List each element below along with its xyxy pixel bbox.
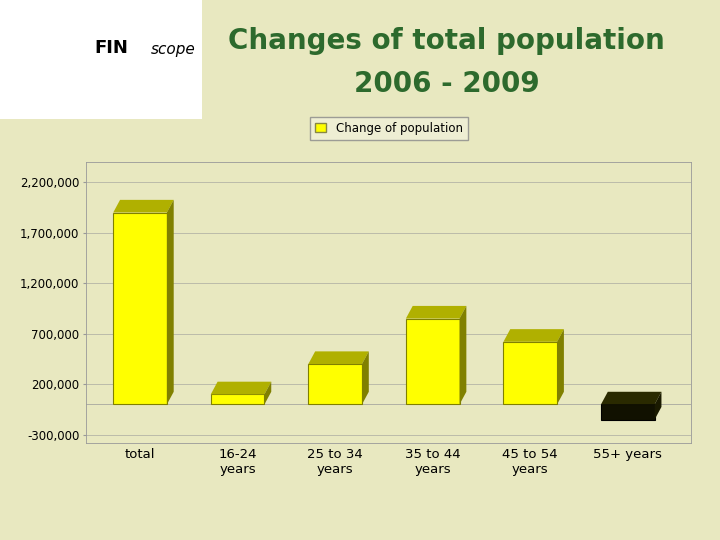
Text: scope: scope [151,43,196,57]
Polygon shape [113,200,174,213]
Polygon shape [601,392,662,404]
Text: Changes of total population: Changes of total population [228,27,665,55]
Polygon shape [362,352,369,404]
Polygon shape [503,329,564,342]
Bar [113,213,167,404]
Bar [211,394,264,404]
Polygon shape [459,306,467,404]
Polygon shape [264,382,271,404]
Polygon shape [167,200,174,404]
Polygon shape [654,392,662,420]
Bar [406,319,459,404]
Text: 2006 - 2009: 2006 - 2009 [354,70,539,98]
Bar [503,342,557,404]
Polygon shape [557,329,564,404]
Text: FIN: FIN [94,38,128,57]
Bar [308,364,362,404]
Polygon shape [211,382,271,394]
Bar [601,404,654,420]
Polygon shape [308,352,369,364]
Polygon shape [406,306,467,319]
Legend: Change of population: Change of population [310,117,468,140]
